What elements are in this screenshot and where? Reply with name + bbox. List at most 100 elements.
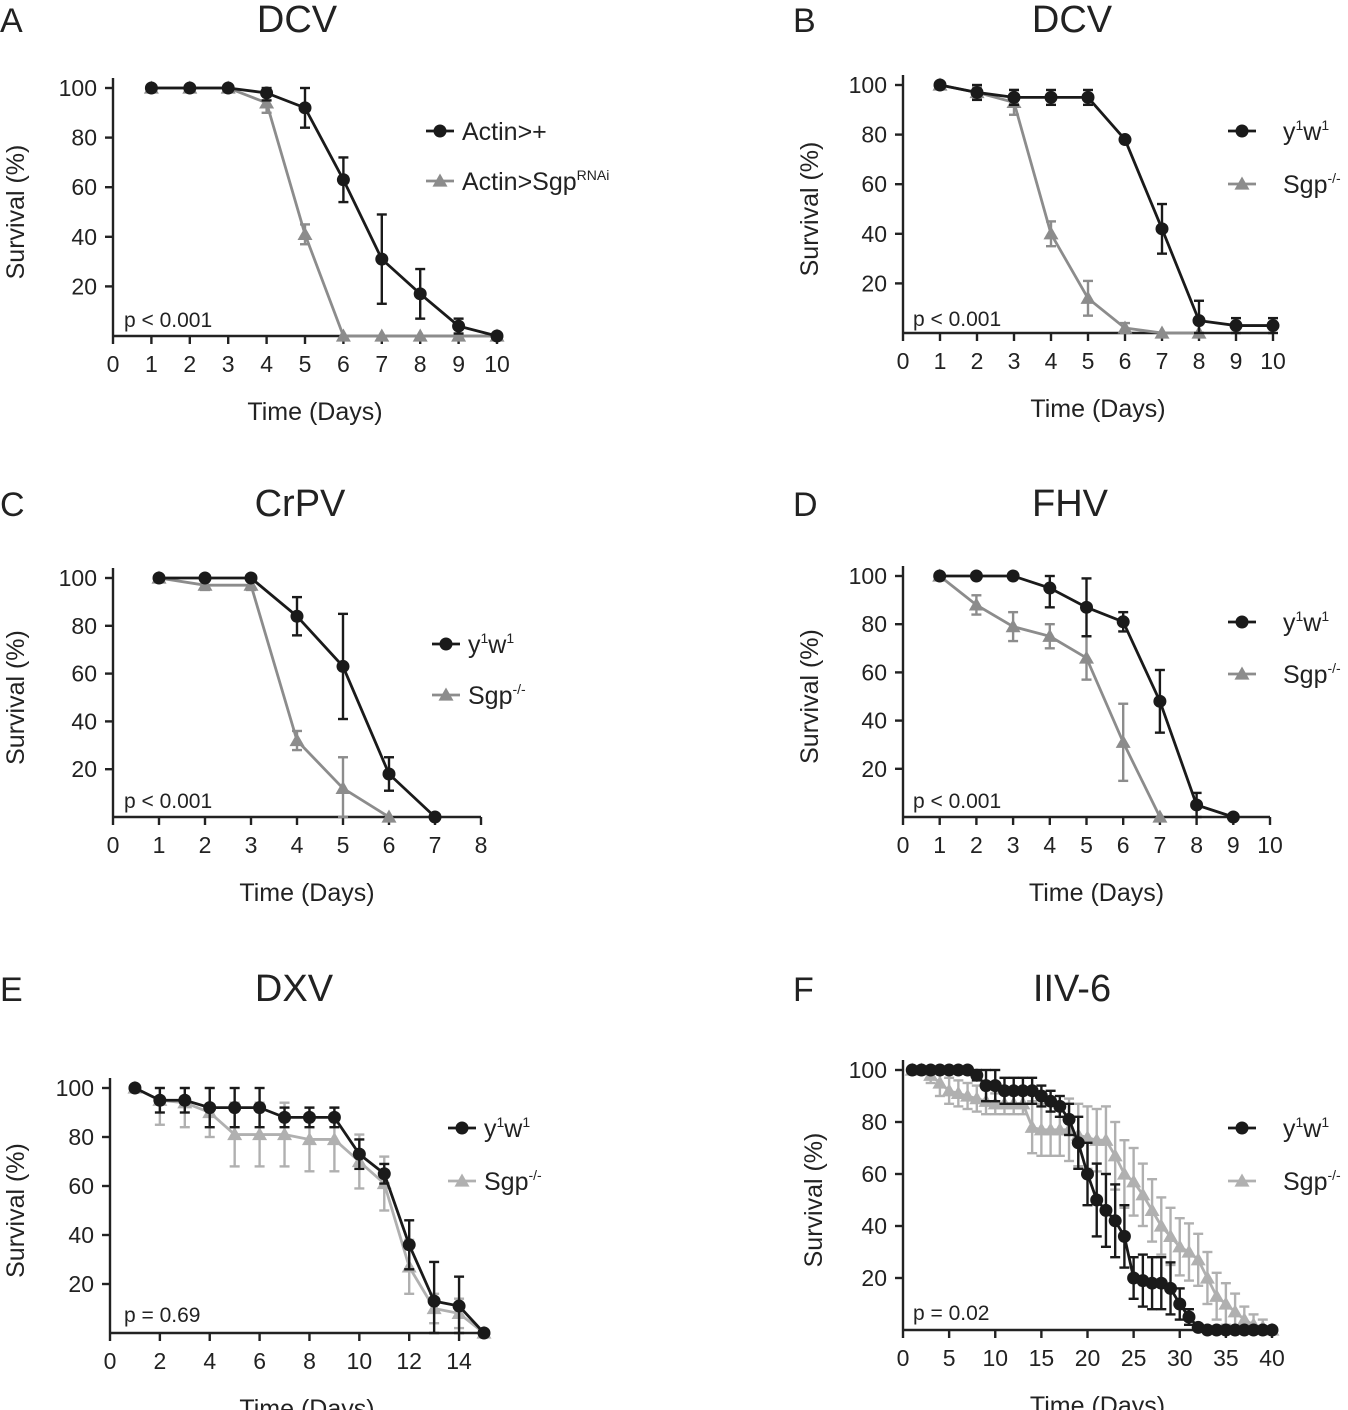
y-axis-label: Survival (%) <box>2 630 30 765</box>
legend-superscript: 1 <box>1296 1114 1304 1130</box>
legend-superscript: -/- <box>512 681 526 697</box>
data-point <box>933 569 947 583</box>
panel-letter: E <box>0 971 23 1009</box>
data-point <box>1229 319 1243 333</box>
legend-label: y1​w1​ <box>484 1114 530 1143</box>
legend-label: y1​w1​ <box>1283 608 1329 637</box>
legend-label: Actin>SgpRNAi​ <box>462 167 609 196</box>
data-point <box>1226 810 1240 824</box>
legend-superscript: 1 <box>497 1114 505 1130</box>
data-point <box>1115 734 1131 748</box>
x-tick-label: 10 <box>1260 348 1286 374</box>
data-point <box>970 85 984 99</box>
data-point <box>924 1063 938 1077</box>
legend-item-0: y1​w1​ <box>1228 608 1329 637</box>
legend-item-1: Sgp-/-​ <box>432 681 526 710</box>
series-1 <box>151 570 397 823</box>
data-point <box>914 1063 928 1077</box>
data-point <box>1145 1276 1159 1290</box>
x-tick-label: 8 <box>475 832 488 858</box>
y-axis-label: Survival (%) <box>796 142 824 277</box>
panel-letter: D <box>793 486 818 524</box>
data-point <box>413 287 427 301</box>
data-point <box>932 1075 948 1089</box>
y-tick-label: 40 <box>71 708 97 734</box>
series-1 <box>932 568 1168 823</box>
data-point <box>1228 1323 1242 1337</box>
x-tick-label: 9 <box>1227 832 1240 858</box>
data-point <box>1181 1244 1197 1258</box>
data-point <box>427 1294 441 1308</box>
data-point <box>1247 1323 1261 1337</box>
data-point <box>302 1110 316 1124</box>
y-axis-label: Survival (%) <box>796 629 824 764</box>
legend-label: y1​w1​ <box>468 630 514 659</box>
legend-label: y1​w1​ <box>1283 117 1329 146</box>
x-tick-label: 25 <box>1121 1345 1147 1371</box>
data-point <box>326 1131 342 1146</box>
x-tick-label: 0 <box>107 351 120 377</box>
y-tick-label: 100 <box>849 563 887 589</box>
x-tick-label: 2 <box>199 832 212 858</box>
x-axis-label: Time (Days) <box>247 398 382 426</box>
panel-c: C CrPV 0 1 2 3 4 5 6 7 8 20 40 60 80 100 Time (Days) Surv… <box>0 483 526 907</box>
legend-item-0: y1​w1​ <box>432 630 514 659</box>
y-tick-label: 20 <box>68 1271 94 1297</box>
legend-text: Sgp <box>1283 1168 1327 1196</box>
x-tick-label: 20 <box>1075 1345 1101 1371</box>
y-tick-label: 100 <box>59 75 97 101</box>
legend-marker <box>432 173 448 187</box>
y-tick-label: 80 <box>68 1124 94 1150</box>
data-point <box>153 1093 167 1107</box>
y-tick-label: 20 <box>861 270 887 296</box>
data-point <box>253 1101 267 1115</box>
legend-item-0: y1​w1​ <box>1228 117 1329 146</box>
x-tick-label: 6 <box>1119 348 1132 374</box>
data-point <box>1007 90 1021 104</box>
data-point <box>278 1110 292 1124</box>
legend-superscript: 1 <box>481 630 489 646</box>
x-tick-label: 6 <box>383 832 396 858</box>
series-0 <box>152 571 442 824</box>
legend-item-0: y1​w1​ <box>448 1114 530 1143</box>
y-tick-label: 80 <box>861 1109 887 1135</box>
data-point <box>979 1079 993 1093</box>
y-tick-label: 60 <box>861 659 887 685</box>
legend-label: Sgp-/-​ <box>1283 170 1341 199</box>
panel-f: F IIV-6 0 5 10 15 20 25 30 35 40 20 40 60 80 100 Time (D… <box>793 968 1341 1410</box>
series-1 <box>932 77 1207 339</box>
data-point <box>933 1063 947 1077</box>
x-tick-label: 2 <box>183 351 196 377</box>
x-tick-label: 1 <box>153 832 166 858</box>
data-point <box>1024 1119 1040 1133</box>
panel-title: DCV <box>257 0 338 41</box>
data-point <box>1042 628 1058 642</box>
legend-superscript: 1 <box>1296 608 1304 624</box>
data-point <box>1155 222 1169 236</box>
y-axis-label: Survival (%) <box>2 1143 30 1278</box>
panel-letter: A <box>0 2 23 40</box>
panel-a: A DCV 0 1 2 3 4 5 6 7 8 9 10 20 40 60 80 100 Time (Days) Su… <box>0 0 609 426</box>
legend-text: w <box>487 631 507 659</box>
x-tick-label: 0 <box>897 1345 910 1371</box>
x-tick-label: 4 <box>1045 348 1058 374</box>
y-tick-label: 60 <box>71 661 97 687</box>
x-tick-label: 6 <box>1117 832 1130 858</box>
data-point <box>1117 320 1133 334</box>
y-tick-label: 100 <box>849 1057 887 1083</box>
data-point <box>905 1063 919 1077</box>
data-point <box>335 328 351 342</box>
data-point <box>178 1093 192 1107</box>
data-point <box>428 810 442 824</box>
data-point <box>1116 615 1130 629</box>
y-tick-label: 60 <box>861 171 887 197</box>
data-point <box>452 319 466 333</box>
y-tick-label: 60 <box>71 174 97 200</box>
data-point <box>477 1326 491 1340</box>
y-tick-label: 40 <box>861 708 887 734</box>
y-tick-label: 100 <box>56 1075 94 1101</box>
legend-superscript: -/- <box>1327 660 1341 676</box>
legend-item-1: Actin>SgpRNAi​ <box>426 167 609 196</box>
